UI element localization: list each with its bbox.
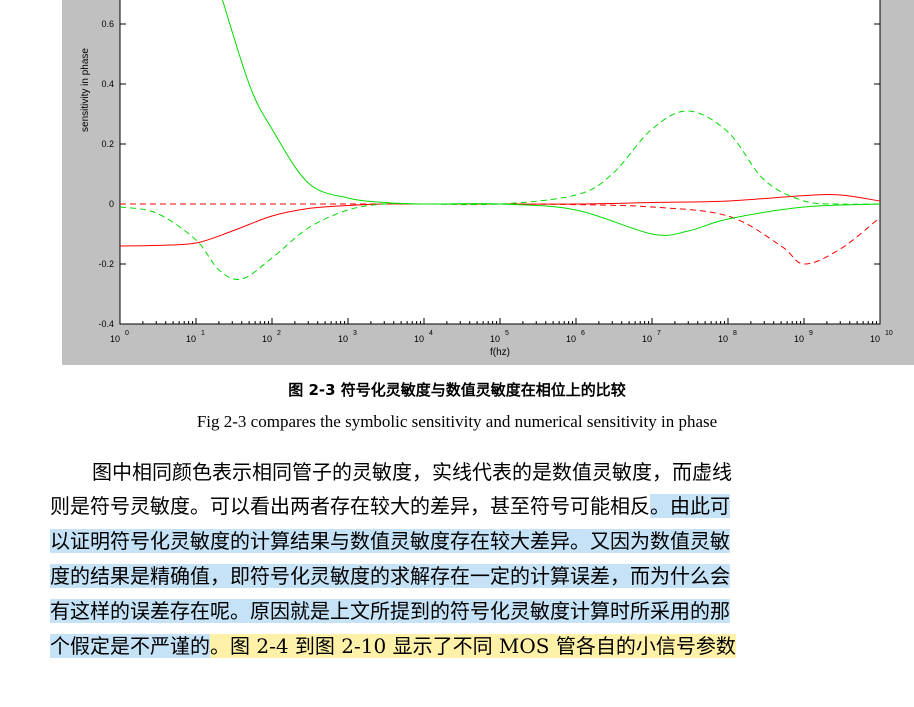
figure-caption-chinese: 图 2-3 符号化灵敏度与数值灵敏度在相位上的比较 [288,381,626,399]
x-tick-exponent: 0 [125,330,129,337]
x-tick-label: 10 [718,334,728,344]
axis-ticks [119,23,881,325]
series-lines [120,0,880,280]
x-tick-label: 10 [566,334,576,344]
figure-background: 10 0 10 1 10 2 10 3 10 4 10 5 10 6 10 7 10 8 10 9 10 10 -0.4-… [62,0,914,365]
y-tick-label: 0.6 [101,19,114,29]
line-6-highlight-yellow: 。图 2-4 到图 2-10 显示了不同 MOS 管各自的小信号参数 [210,634,736,658]
y-tick-label: 0.4 [101,79,114,89]
paragraph-line-4: 度的结果是精确值，即符号化灵敏度的求解存在一定的计算误差，而为什么会 [50,560,902,592]
x-tick-label: 10 [186,334,196,344]
y-tick-label: 0.2 [101,139,114,149]
x-tick-exponent: 2 [277,330,281,337]
x-tick-label: 10 [338,334,348,344]
line-2-highlight: 。由此可 [650,494,730,518]
x-axis-title: f(hz) [490,347,510,358]
line-5-highlight: 有这样的误差存在呢。原因就是上文所提到的符号化灵敏度计算时所采用的那 [50,599,730,623]
line-2-text: 则是符号灵敏度。可以看出两者存在较大的差异，甚至符号可能相反 [50,494,650,518]
x-tick-label: 10 [262,334,272,344]
figure-caption-english: Fig 2-3 compares the symbolic sensitivit… [196,412,718,431]
x-tick-exponent: 3 [353,330,357,337]
y-tick-labels: -0.4 -0.2 0 0.2 0.4 0.6 [98,19,114,329]
y-tick-label: -0.4 [98,319,114,329]
x-tick-exponent: 7 [657,330,661,337]
x-tick-exponent: 9 [809,330,813,337]
x-tick-exponent: 6 [581,330,585,337]
x-tick-label: 10 [490,334,500,344]
plot-area [119,0,881,325]
x-tick-label: 10 [794,334,804,344]
x-tick-labels: 10 0 10 1 10 2 10 3 10 4 10 5 10 6 10 7 10 8 10 9 10 10 [110,330,893,344]
x-tick-label: 10 [870,334,880,344]
x-tick-label: 10 [110,334,120,344]
series-line-2 [222,0,880,236]
x-tick-exponent: 4 [429,330,433,337]
line-4-highlight: 度的结果是精确值，即符号化灵敏度的求解存在一定的计算误差，而为什么会 [50,564,730,588]
y-tick-label: 0 [109,199,114,209]
paragraph-line-2: 则是符号灵敏度。可以看出两者存在较大的差异，甚至符号可能相反。由此可 [50,490,902,522]
y-axis-title: sensitivity in phase [80,48,91,132]
paragraph-line-6: 个假定是不严谨的。图 2-4 到图 2-10 显示了不同 MOS 管各自的小信号… [50,630,902,662]
paragraph-line-5: 有这样的误差存在呢。原因就是上文所提到的符号化灵敏度计算时所采用的那 [50,595,902,627]
x-tick-label: 10 [414,334,424,344]
y-tick-label: -0.2 [98,259,114,269]
paragraph-line-1: 图中相同颜色表示相同管子的灵敏度，实线代表的是数值灵敏度，而虚线 [92,460,732,484]
line-6-highlight-blue: 个假定是不严谨的 [50,634,210,658]
x-tick-exponent: 10 [885,330,893,337]
series-line-1 [120,203,880,265]
x-tick-exponent: 8 [733,330,737,337]
series-line-3 [120,110,880,280]
x-tick-exponent: 5 [505,330,509,337]
x-tick-exponent: 1 [201,330,205,337]
paragraph-line-3: 以证明符号化灵敏度的计算结果与数值灵敏度存在较大差异。又因为数值灵敏 [50,525,902,557]
x-tick-label: 10 [642,334,652,344]
line-3-highlight: 以证明符号化灵敏度的计算结果与数值灵敏度存在较大差异。又因为数值灵敏 [50,529,730,553]
